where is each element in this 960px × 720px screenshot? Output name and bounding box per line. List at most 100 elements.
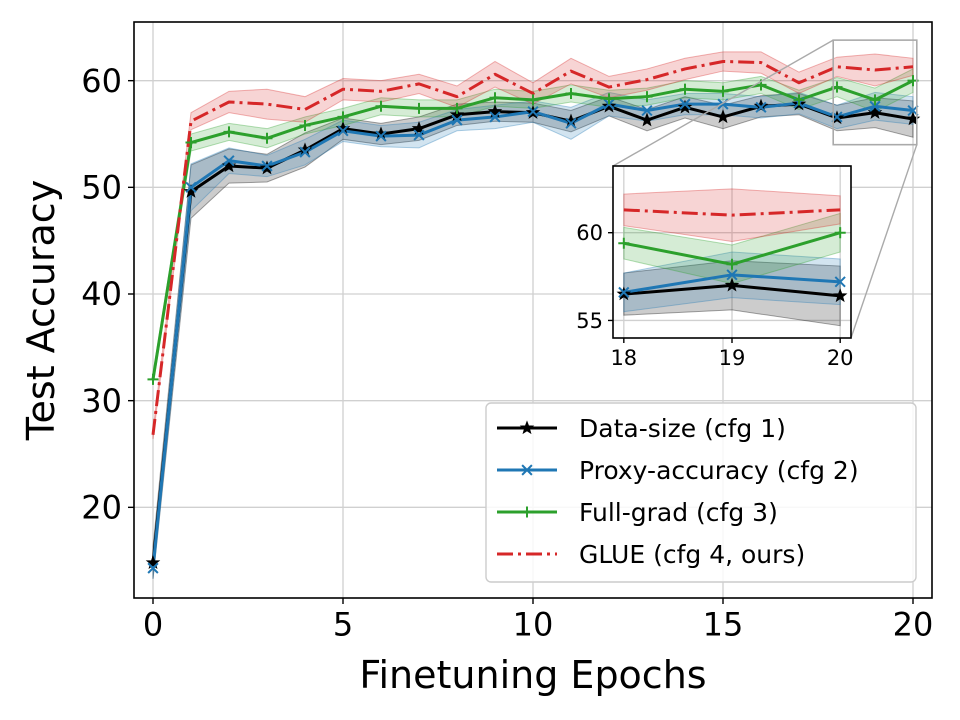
- point-data-size-cfg-1: [832, 288, 848, 303]
- point-proxy-accuracy-cfg-2: [223, 155, 235, 167]
- x-tick-label: 10: [513, 606, 554, 644]
- y-tick-label: 55: [576, 309, 603, 333]
- point-full-grad-cfg-3: [223, 126, 235, 138]
- x-tick-label: 20: [893, 606, 934, 644]
- point-proxy-accuracy-cfg-2: [618, 286, 630, 298]
- point-full-grad-cfg-3: [413, 102, 425, 114]
- point-full-grad-cfg-3: [299, 119, 311, 131]
- point-full-grad-cfg-3: [185, 137, 197, 149]
- point-data-size-cfg-1: [145, 555, 161, 569]
- legend: Data-size (cfg 1) Proxy-accuracy (cfg 2) F…: [485, 402, 917, 583]
- legend-box: [485, 402, 917, 583]
- point-data-size-cfg-1: [411, 121, 427, 135]
- main-axis-ticks: 0 5 10 15 20 20 30 40 50 60: [81, 62, 933, 644]
- point-data-size-cfg-1: [449, 107, 465, 121]
- main-plot-area: [134, 22, 932, 598]
- point-full-grad-cfg-3: [337, 111, 349, 123]
- point-data-size-cfg-1: [487, 103, 503, 118]
- point-data-size-cfg-1: [753, 98, 769, 113]
- line-glue-cfg-4-ours: [623, 208, 841, 217]
- x-tick-label: 20: [827, 346, 854, 370]
- y-tick-label: 60: [81, 62, 122, 100]
- x-axis-label: Finetuning Epochs: [359, 653, 706, 697]
- point-proxy-accuracy-cfg-2: [147, 562, 159, 574]
- point-data-size-cfg-1: [259, 160, 275, 175]
- point-proxy-accuracy-cfg-2: [451, 114, 463, 126]
- legend-marker-full-grad-cfg-3: [521, 506, 533, 518]
- y-tick-label: 50: [81, 169, 122, 207]
- inset-zoom-plot: 18 19 20 55 60: [576, 165, 854, 370]
- y-tick-label: 30: [81, 382, 122, 420]
- point-data-size-cfg-1: [601, 98, 617, 113]
- point-full-grad-cfg-3: [834, 227, 846, 239]
- legend-marker-proxy-accuracy-cfg-2: [521, 464, 533, 476]
- x-tick-label: 5: [333, 606, 353, 644]
- point-full-grad-cfg-3: [147, 373, 159, 385]
- inset-gridlines: [613, 166, 851, 338]
- point-full-grad-cfg-3: [603, 93, 615, 105]
- point-proxy-accuracy-cfg-2: [834, 276, 846, 288]
- point-proxy-accuracy-cfg-2: [527, 106, 539, 118]
- point-proxy-accuracy-cfg-2: [299, 146, 311, 158]
- zoom-connector: [612, 39, 834, 167]
- point-data-size-cfg-1: [724, 277, 740, 292]
- point-proxy-accuracy-cfg-2: [489, 111, 501, 123]
- y-tick-label: 40: [81, 275, 122, 313]
- point-proxy-accuracy-cfg-2: [185, 181, 197, 193]
- inset-plot-frame: [612, 165, 852, 339]
- band-full-grad-cfg-3: [623, 212, 841, 285]
- line-glue-cfg-4-ours: [151, 59, 914, 435]
- y-tick-label: 20: [81, 489, 122, 527]
- main-series-markers: [145, 75, 921, 574]
- point-full-grad-cfg-3: [869, 94, 881, 106]
- point-proxy-accuracy-cfg-2: [641, 104, 653, 117]
- point-data-size-cfg-1: [905, 111, 921, 126]
- point-proxy-accuracy-cfg-2: [755, 101, 767, 113]
- y-axis-label: Test Accuracy: [19, 180, 63, 441]
- inset-series-markers: [616, 227, 848, 303]
- point-data-size-cfg-1: [639, 112, 655, 127]
- x-tick-label: 15: [703, 606, 744, 644]
- inset-error-bands: [623, 188, 841, 327]
- point-full-grad-cfg-3: [489, 92, 501, 104]
- point-full-grad-cfg-3: [565, 87, 577, 99]
- point-data-size-cfg-1: [715, 109, 731, 124]
- inset-axis-ticks: 18 19 20 55 60: [576, 221, 853, 370]
- band-full-grad-cfg-3: [152, 68, 914, 385]
- point-proxy-accuracy-cfg-2: [869, 100, 881, 112]
- point-full-grad-cfg-3: [527, 94, 539, 106]
- point-proxy-accuracy-cfg-2: [337, 125, 349, 137]
- point-proxy-accuracy-cfg-2: [413, 129, 425, 141]
- point-full-grad-cfg-3: [717, 85, 729, 97]
- point-full-grad-cfg-3: [451, 102, 463, 114]
- point-data-size-cfg-1: [183, 183, 199, 198]
- legend-label-proxy-accuracy-cfg-2: Proxy-accuracy (cfg 2): [579, 456, 859, 485]
- point-data-size-cfg-1: [677, 99, 693, 114]
- zoom-box: [832, 39, 918, 146]
- point-full-grad-cfg-3: [726, 258, 738, 270]
- point-full-grad-cfg-3: [641, 91, 653, 103]
- main-plot-frame: [133, 21, 933, 599]
- point-proxy-accuracy-cfg-2: [375, 130, 387, 142]
- zoom-region-indicator: [612, 39, 918, 339]
- y-tick-label: 60: [576, 221, 603, 245]
- legend-label-full-grad-cfg-3: Full-grad (cfg 3): [579, 498, 778, 527]
- point-full-grad-cfg-3: [793, 94, 805, 106]
- x-tick-label: 18: [610, 346, 637, 370]
- legend-marker-data-size-cfg-1: [519, 420, 535, 435]
- point-proxy-accuracy-cfg-2: [679, 98, 691, 110]
- x-tick-label: 0: [143, 606, 163, 644]
- point-proxy-accuracy-cfg-2: [726, 269, 738, 281]
- point-proxy-accuracy-cfg-2: [565, 117, 577, 129]
- point-full-grad-cfg-3: [679, 83, 691, 95]
- band-data-size-cfg-1: [152, 92, 914, 579]
- point-full-grad-cfg-3: [618, 237, 630, 249]
- point-full-grad-cfg-3: [375, 100, 387, 112]
- x-tick-label: 19: [719, 346, 746, 370]
- zoom-connector: [850, 144, 918, 339]
- legend-label-glue-cfg-4-ours: GLUE (cfg 4, ours): [579, 540, 805, 569]
- legend-label-data-size-cfg-1: Data-size (cfg 1): [579, 414, 786, 443]
- point-proxy-accuracy-cfg-2: [261, 160, 273, 172]
- point-full-grad-cfg-3: [261, 132, 273, 144]
